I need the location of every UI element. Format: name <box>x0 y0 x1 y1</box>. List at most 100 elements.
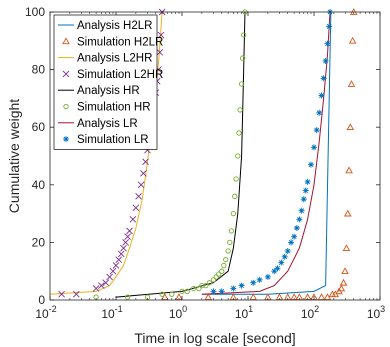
data-point <box>115 256 123 263</box>
legend-item: Simulation LR <box>63 134 149 146</box>
data-point <box>236 130 242 136</box>
data-point <box>203 282 209 289</box>
data-point <box>337 284 346 292</box>
data-point <box>137 181 145 189</box>
data-point <box>347 80 356 87</box>
data-point <box>322 57 329 64</box>
data-point <box>232 193 238 199</box>
data-point <box>221 262 227 269</box>
series-6 <box>201 11 331 295</box>
data-point <box>210 277 217 283</box>
x-tick-label: 10-2 <box>35 304 56 321</box>
data-point <box>238 282 245 289</box>
data-point <box>341 267 349 275</box>
series-7 <box>210 9 334 295</box>
legend-label: Simulation LR <box>77 134 149 146</box>
x-axis-label: Time in log scale [second] <box>134 330 295 346</box>
data-point <box>228 228 235 234</box>
plot-frame <box>49 11 381 301</box>
legend-label: Analysis LR <box>77 118 138 130</box>
legend-swatch <box>63 103 69 110</box>
data-point <box>296 216 303 223</box>
legend-swatch <box>62 37 70 45</box>
data-point <box>281 253 288 260</box>
data-point <box>92 285 100 292</box>
data-point <box>109 267 117 275</box>
data-point <box>161 293 169 300</box>
data-point <box>120 244 127 252</box>
data-point <box>184 288 190 295</box>
legend-label: Simulation L2HR <box>77 69 163 81</box>
x-tick-label: 100 <box>169 304 187 321</box>
data-point <box>293 225 300 231</box>
data-point <box>313 127 320 134</box>
legend-label: Simulation H2LR <box>77 36 163 48</box>
legend-swatch <box>63 136 69 143</box>
x-tick-label: 10-1 <box>101 304 122 321</box>
data-point <box>135 193 142 200</box>
data-point <box>316 109 323 116</box>
data-point <box>169 291 175 297</box>
data-point <box>284 248 291 255</box>
data-point <box>298 207 305 214</box>
data-point <box>190 285 197 292</box>
series-5 <box>93 9 248 300</box>
axis-layer: 10-2 10-1 100 101 102 103 0 20 40 60 80 100 <box>25 5 385 321</box>
data-point <box>210 288 217 295</box>
data-point <box>237 107 243 113</box>
legend-box <box>53 14 158 150</box>
data-point <box>274 265 281 272</box>
data-point <box>249 293 257 300</box>
y-tick-label: 100 <box>25 5 45 19</box>
data-point <box>140 169 147 177</box>
data-point <box>346 123 355 131</box>
data-point <box>142 158 149 166</box>
y-tick-label: 0 <box>38 293 45 307</box>
data-point <box>339 278 348 286</box>
data-point <box>326 23 333 30</box>
data-point <box>241 32 247 38</box>
data-point <box>225 248 231 254</box>
series-0 <box>201 11 332 295</box>
series-line <box>115 11 246 298</box>
data-point <box>219 268 225 274</box>
data-point <box>106 273 113 281</box>
legend-label: Analysis L2HR <box>77 53 152 65</box>
legend-label: Analysis H2LR <box>77 20 152 32</box>
data-point <box>122 239 129 246</box>
data-point <box>291 233 298 240</box>
data-point <box>126 227 133 235</box>
data-point <box>235 153 241 159</box>
x-tick-label: 102 <box>301 304 319 321</box>
y-tick-label: 20 <box>32 235 46 249</box>
data-point <box>311 144 317 151</box>
data-point <box>317 293 326 300</box>
data-point <box>159 291 165 297</box>
data-point <box>320 75 327 82</box>
data-point <box>271 268 278 275</box>
data-point <box>58 290 65 298</box>
legend-item: Analysis L2HR <box>58 53 152 65</box>
data-point <box>132 204 140 212</box>
series-line <box>201 11 331 295</box>
legend-swatch <box>62 70 70 78</box>
data-point <box>117 250 125 258</box>
data-point <box>278 259 285 266</box>
data-point <box>206 280 213 286</box>
data-point <box>98 282 105 289</box>
x-tick-label: 101 <box>235 304 253 321</box>
data-point <box>256 276 263 283</box>
data-point <box>250 279 257 286</box>
data-point <box>124 233 131 240</box>
data-point <box>233 176 239 182</box>
series-4 <box>115 11 246 298</box>
data-point <box>300 196 307 203</box>
data-point <box>318 92 325 99</box>
data-point <box>238 81 245 87</box>
data-point <box>344 209 352 217</box>
data-point <box>348 36 357 44</box>
legend-label: Analysis HR <box>77 85 140 97</box>
data-point <box>230 285 237 292</box>
data-point <box>307 161 314 168</box>
